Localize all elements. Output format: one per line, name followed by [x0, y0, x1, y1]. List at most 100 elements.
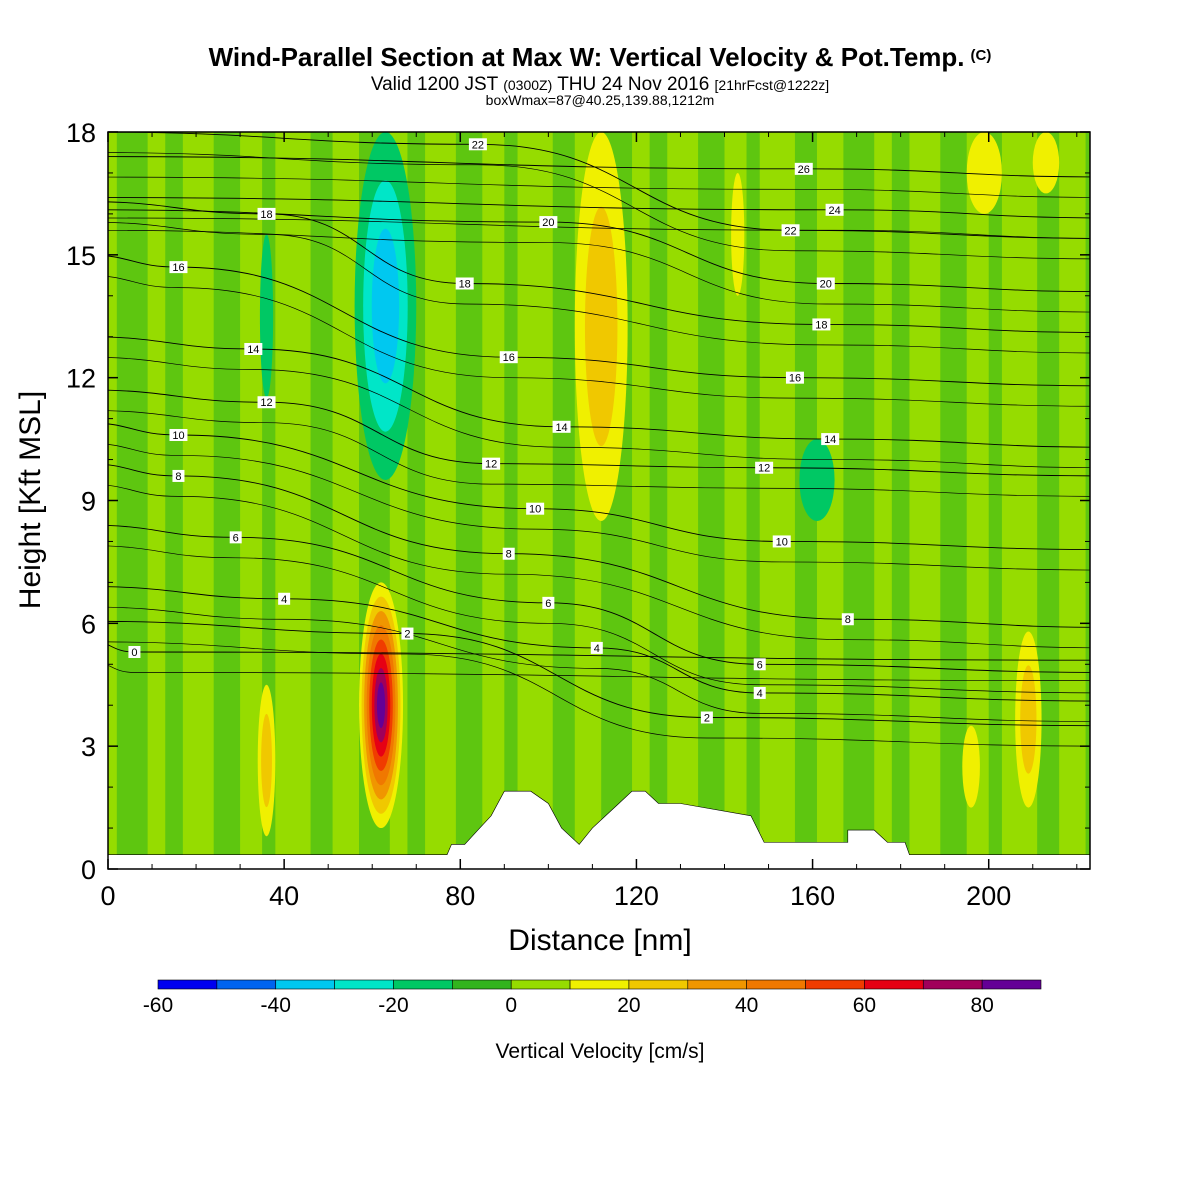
colorbar-swatch	[922, 979, 983, 990]
svg-text:0: 0	[131, 647, 137, 659]
colorbar-swatch	[157, 979, 218, 990]
colorbar-label: Vertical Velocity [cm/s]	[496, 1040, 705, 1063]
chart-title: Wind-Parallel Section at Max W: Vertical…	[0, 42, 1200, 73]
theta-label: 8	[841, 613, 854, 626]
theta-contour-minor	[108, 606, 1090, 722]
colorbar-swatch	[275, 979, 335, 990]
svg-text:16: 16	[503, 352, 515, 364]
svg-text:26: 26	[798, 164, 810, 176]
svg-text:8: 8	[845, 614, 851, 626]
colorbar-swatch	[452, 979, 512, 990]
theta-contour-0	[108, 644, 1090, 661]
svg-text:6: 6	[233, 532, 239, 544]
theta-contour-minor	[108, 641, 1090, 747]
colorbar-swatch	[981, 979, 1042, 990]
theta-contour-minor	[108, 444, 1090, 571]
x-tick-label: 200	[966, 881, 1011, 911]
theta-label: 6	[753, 658, 766, 671]
weak-downdraft-band	[165, 132, 183, 869]
svg-text:20: 20	[820, 278, 832, 290]
colorbar-tick-label: 80	[970, 994, 993, 1017]
theta-label: 16	[785, 371, 804, 385]
updraft-cell-7	[1032, 132, 1060, 194]
theta-contour-minor	[108, 229, 1090, 313]
x-axis-label: Distance [nm]	[508, 924, 691, 957]
updraft-cell-0	[376, 682, 386, 729]
theta-label: 22	[468, 138, 487, 151]
svg-text:4: 4	[757, 688, 763, 700]
theta-contour-minor	[108, 217, 1090, 239]
theta-label: 20	[816, 277, 835, 290]
svg-text:24: 24	[828, 205, 840, 217]
updraft-cell-8	[731, 172, 745, 296]
svg-text:16: 16	[172, 262, 184, 274]
theta-label: 18	[257, 207, 276, 221]
colorbar-tick-label: -40	[261, 994, 291, 1017]
theta-contour-minor	[108, 176, 1090, 198]
theta-label: 24	[825, 203, 844, 217]
weak-downdraft-band	[698, 132, 725, 869]
y-tick-label: 9	[81, 487, 96, 517]
theta-label: 0	[128, 645, 141, 659]
theta-contour-18	[108, 201, 1090, 334]
y-tick-label: 18	[66, 118, 96, 148]
x-tick-label: 80	[445, 881, 475, 911]
updraft-cell-3	[261, 713, 272, 808]
theta-contour-24	[108, 197, 1090, 219]
x-tick-label: 160	[790, 881, 835, 911]
svg-text:12: 12	[260, 397, 272, 409]
theta-contour-22	[108, 132, 1090, 239]
svg-text:14: 14	[555, 422, 567, 434]
terrain-profile	[108, 790, 1090, 869]
terrain	[108, 790, 1090, 869]
theta-label: 2	[700, 711, 713, 725]
colorbar-tick-label: 0	[505, 994, 517, 1017]
weak-downdraft-band	[649, 132, 668, 869]
theta-contour-2	[108, 620, 1090, 727]
theta-label: 14	[821, 433, 840, 446]
updraft-cell-5	[962, 725, 980, 808]
colorbar-tick-label: 60	[853, 994, 876, 1017]
colorbar-tick-label: -20	[378, 994, 408, 1017]
downdraft-cell-9	[259, 234, 274, 399]
svg-text:8: 8	[506, 549, 512, 561]
velocity-field	[108, 132, 1090, 869]
y-tick-label: 0	[81, 855, 96, 885]
theta-contour-26	[108, 156, 1090, 178]
weak-downdraft-band	[891, 132, 910, 869]
weak-downdraft-band	[843, 132, 875, 869]
valid-date: THU 24 Nov 2016	[557, 74, 710, 95]
svg-text:10: 10	[776, 536, 788, 548]
colorbar-tick-label: 40	[735, 994, 758, 1017]
theta-label: 18	[812, 318, 831, 331]
x-tick-label: 40	[269, 881, 299, 911]
theta-contour-minor	[108, 410, 1090, 497]
valid-time: Valid 1200 JST (0300Z) THU 24 Nov 2016 […	[0, 74, 1200, 96]
theta-contour-12	[108, 389, 1090, 477]
svg-text:10: 10	[172, 430, 184, 442]
theta-contour-minor	[108, 276, 1090, 407]
updraft-cell-2	[584, 206, 618, 447]
theta-contour-minor	[108, 664, 1090, 681]
weak-downdraft-band	[116, 132, 148, 869]
theta-label: 8	[502, 547, 515, 561]
weak-downdraft-band	[213, 132, 241, 869]
theta-label: 12	[755, 461, 774, 475]
theta-label: 16	[169, 261, 188, 274]
colorbar-swatch	[864, 979, 924, 990]
svg-text:22: 22	[472, 139, 484, 151]
title-mark: (C)	[970, 47, 992, 64]
x-tick-label: 120	[614, 881, 659, 911]
colorbar-tick-label: 20	[617, 994, 640, 1017]
y-tick-label: 6	[81, 609, 96, 639]
forecast-info: [21hrFcst@1222z]	[714, 77, 830, 93]
theta-label: 12	[482, 457, 501, 471]
weak-downdraft-band	[504, 132, 518, 869]
svg-text:6: 6	[545, 598, 551, 610]
y-tick-label: 3	[81, 732, 96, 762]
colorbar-swatch	[628, 979, 689, 990]
theta-label: 20	[539, 216, 558, 229]
